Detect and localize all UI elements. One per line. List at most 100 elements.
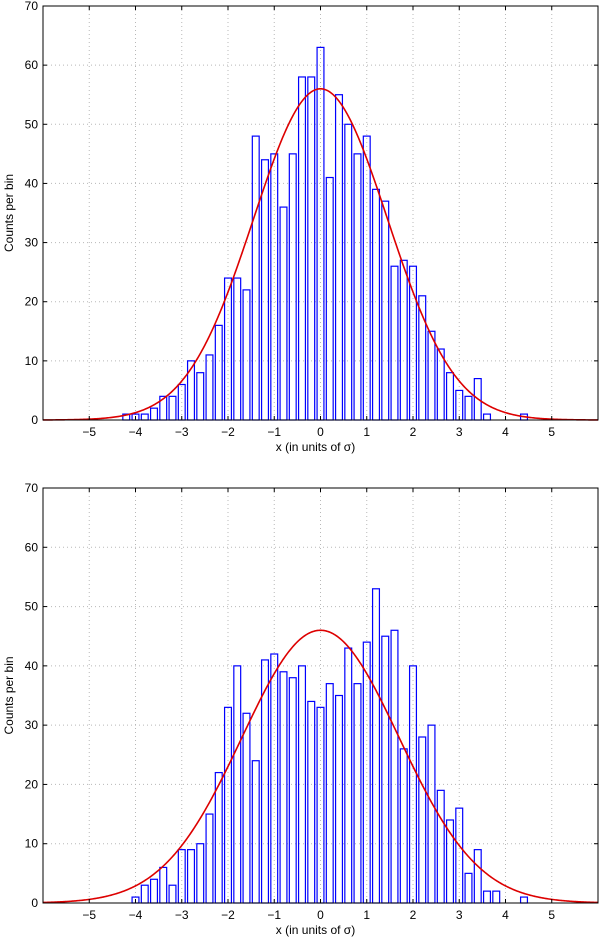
y-tick-label: 70	[25, 481, 39, 495]
histogram-bar	[390, 629, 399, 904]
x-tick-label: 5	[548, 908, 555, 922]
x-tick-label: 0	[317, 908, 324, 922]
histogram-bar	[427, 724, 436, 904]
y-tick-label: 70	[25, 0, 39, 13]
histogram-bar	[371, 588, 381, 904]
histogram-bar	[418, 736, 427, 904]
histogram-bar	[381, 635, 390, 904]
y-tick-label: 0	[31, 896, 38, 910]
gaussian-fit-curve	[42, 629, 599, 904]
histogram-bar	[196, 372, 205, 421]
histogram-bar	[436, 789, 445, 904]
histogram-bar	[270, 653, 279, 904]
x-axis-label: x (in units of σ)	[276, 440, 355, 454]
x-tick-label: 2	[410, 908, 417, 922]
histogram-bar	[214, 324, 223, 421]
histogram-bar	[140, 413, 149, 421]
x-tick-label: 1	[363, 908, 370, 922]
histogram-bar	[482, 413, 492, 421]
histogram-bar	[519, 896, 529, 904]
histogram-bar	[344, 647, 353, 904]
histogram-bar	[325, 683, 334, 904]
x-tick-label: 0	[317, 425, 324, 439]
x-tick-label: 3	[456, 425, 463, 439]
x-tick-label: 4	[502, 425, 509, 439]
y-tick-label: 40	[25, 176, 39, 190]
y-tick-label: 10	[25, 837, 39, 851]
histogram-bar	[140, 884, 149, 904]
x-tick-label: 2	[410, 425, 417, 439]
histogram-bar	[307, 700, 316, 904]
y-tick-label: 60	[25, 540, 39, 554]
y-tick-label: 60	[25, 58, 39, 72]
x-tick-label: 5	[548, 425, 555, 439]
histogram-bar	[334, 694, 344, 904]
histogram-bar	[297, 76, 307, 421]
histogram-bar	[288, 153, 297, 421]
histogram-bar	[168, 395, 177, 421]
x-tick-label: −1	[267, 425, 281, 439]
x-tick-label: 3	[456, 908, 463, 922]
histogram-bar	[408, 265, 418, 421]
y-tick-label: 40	[25, 659, 39, 673]
histogram-bar	[325, 176, 334, 421]
y-tick-label: 10	[25, 354, 39, 368]
y-tick-label: 30	[25, 236, 39, 250]
y-tick-label: 30	[25, 718, 39, 732]
histogram-bar	[399, 748, 408, 904]
x-tick-label: −5	[82, 908, 96, 922]
histogram-bar	[307, 76, 316, 421]
histogram-bar	[436, 348, 445, 421]
histogram-bar	[149, 878, 159, 904]
histogram-bar	[473, 849, 482, 904]
histogram-bar	[445, 372, 455, 421]
histogram-bar	[371, 188, 381, 421]
y-axis-label: Counts per bin	[2, 174, 16, 252]
histogram-bar	[233, 277, 242, 421]
x-tick-label: −2	[221, 425, 235, 439]
x-tick-label: −5	[82, 425, 96, 439]
histogram-bar	[316, 46, 325, 421]
histogram-bar	[205, 354, 214, 421]
histogram-bar	[242, 289, 251, 421]
y-tick-label: 50	[25, 600, 39, 614]
histogram-bar	[279, 206, 288, 421]
histogram-bar	[186, 849, 196, 904]
histogram-bar	[464, 395, 473, 421]
histogram-bar	[168, 884, 177, 904]
histogram-bar	[482, 890, 492, 904]
x-tick-label: −2	[221, 908, 235, 922]
y-tick-label: 50	[25, 117, 39, 131]
x-tick-label: −4	[129, 908, 143, 922]
histogram-bar	[353, 153, 362, 421]
histogram-bar	[464, 872, 473, 904]
histogram-bar	[427, 330, 436, 421]
histogram-bar	[390, 265, 399, 421]
x-tick-label: −4	[129, 425, 143, 439]
gaussian-fit-curve	[42, 87, 599, 421]
histogram-bar	[205, 813, 214, 904]
x-tick-label: −3	[175, 908, 189, 922]
histogram-bar	[288, 677, 297, 904]
histogram-bar	[399, 259, 408, 421]
histogram-bar	[159, 866, 168, 904]
histogram-bar	[242, 712, 251, 904]
x-tick-label: 1	[363, 425, 370, 439]
histogram-bar	[344, 123, 353, 421]
histogram-bar	[279, 671, 288, 904]
histogram-bar	[353, 683, 362, 904]
x-axis-label: x (in units of σ)	[276, 923, 355, 937]
histogram-bar	[149, 407, 159, 421]
histogram-bar	[251, 760, 260, 904]
y-tick-label: 0	[31, 413, 38, 427]
histogram-bar	[492, 890, 501, 904]
histogram-bar	[260, 159, 270, 421]
y-tick-label: 20	[25, 295, 39, 309]
plot-frame	[42, 5, 599, 421]
histogram-bar	[334, 94, 344, 421]
histogram-bar	[214, 771, 223, 904]
y-axis-label: Counts per bin	[2, 656, 16, 734]
